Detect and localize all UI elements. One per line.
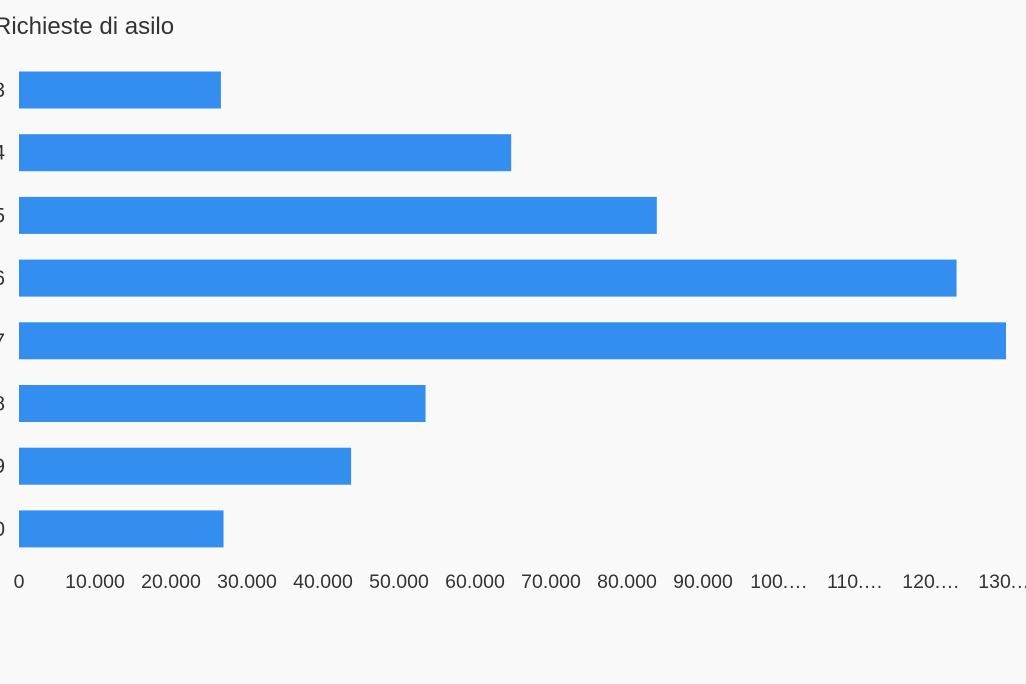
x-axis: 0 10.000 20.000 30.000 40.000 50.000 60.000 70.… xyxy=(14,571,1026,593)
category-labels: 2013 2014 2015 2016 2017 2018 2019 2020 xyxy=(0,79,5,541)
x-tick-label: 30.000 xyxy=(217,571,277,593)
x-tick-label: 100.… xyxy=(750,571,807,593)
category-label-2016: 2016 xyxy=(0,267,5,290)
chart-title: Richieste di asilo xyxy=(0,13,174,40)
x-tick-label: 0 xyxy=(14,571,25,593)
x-tick-label: 80.000 xyxy=(597,571,657,593)
bar-2019 xyxy=(19,447,352,485)
x-tick-label: 120.… xyxy=(902,571,959,593)
x-tick-label: 130.… xyxy=(978,571,1026,593)
bar-2020 xyxy=(19,510,224,548)
bar-2018 xyxy=(19,385,426,422)
bar-2017 xyxy=(19,322,1006,360)
category-label-2014: 2014 xyxy=(0,142,5,165)
x-tick-label: 110.… xyxy=(827,571,883,593)
x-tick-label: 90.000 xyxy=(673,571,733,593)
bar-2013 xyxy=(19,71,221,109)
x-tick-label: 10.000 xyxy=(65,571,125,593)
x-tick-label: 50.000 xyxy=(369,571,429,593)
bar-2015 xyxy=(19,196,657,234)
category-label-2018: 2018 xyxy=(0,393,5,416)
category-label-2020: 2020 xyxy=(0,518,5,541)
bar-2014 xyxy=(19,134,512,172)
category-label-2015: 2015 xyxy=(0,204,5,227)
x-tick-label: 70.000 xyxy=(521,571,581,593)
category-label-2013: 2013 xyxy=(0,79,5,102)
x-tick-label: 60.000 xyxy=(445,571,505,593)
category-label-2019: 2019 xyxy=(0,455,5,478)
category-label-2017: 2017 xyxy=(0,330,5,353)
x-tick-label: 40.000 xyxy=(293,571,353,593)
bars xyxy=(19,71,1006,548)
bar-2016 xyxy=(19,259,957,297)
x-tick-label: 20.000 xyxy=(141,571,201,593)
